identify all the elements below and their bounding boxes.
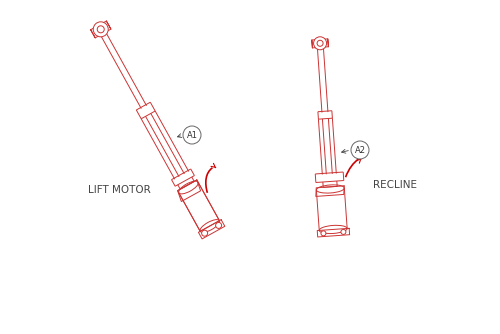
- Circle shape: [202, 230, 207, 236]
- Text: LIFT MOTOR: LIFT MOTOR: [88, 185, 151, 195]
- Circle shape: [216, 222, 222, 228]
- Circle shape: [321, 231, 326, 236]
- Circle shape: [93, 22, 108, 37]
- Text: A1: A1: [186, 131, 198, 140]
- Circle shape: [97, 26, 104, 33]
- Circle shape: [341, 229, 346, 234]
- Ellipse shape: [319, 225, 347, 233]
- Text: A2: A2: [354, 146, 366, 155]
- Ellipse shape: [200, 220, 220, 232]
- Circle shape: [183, 126, 201, 144]
- Text: RECLINE: RECLINE: [373, 180, 417, 190]
- Ellipse shape: [316, 185, 344, 193]
- Circle shape: [351, 141, 369, 159]
- Ellipse shape: [178, 181, 199, 194]
- Circle shape: [317, 40, 323, 46]
- Circle shape: [314, 37, 326, 50]
